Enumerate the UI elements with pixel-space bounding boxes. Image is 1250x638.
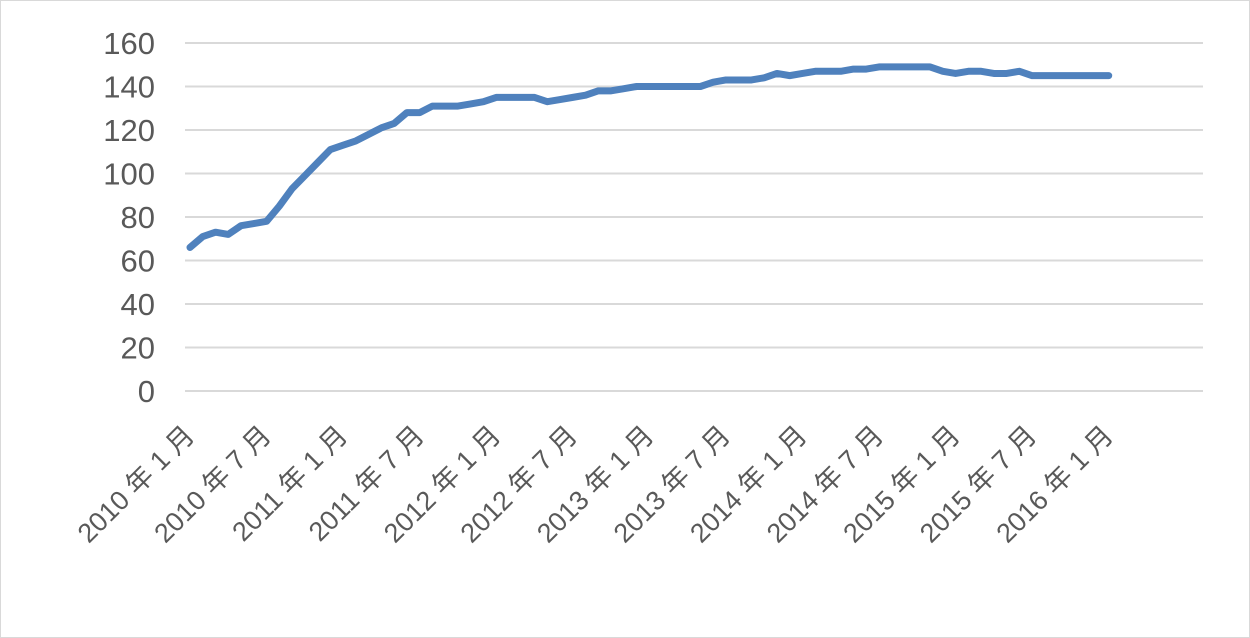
series-line-0 [186,63,1113,251]
y-tick-label: 20 [121,331,155,366]
y-tick-label: 60 [121,244,155,279]
y-tick-label: 160 [103,26,155,61]
y-tick-label: 100 [103,157,155,192]
y-tick-label: 120 [103,113,155,148]
y-tick-label: 140 [103,70,155,105]
y-tick-label: 80 [121,200,155,235]
y-tick-label: 40 [121,287,155,322]
y-tick-label: 0 [138,374,155,409]
